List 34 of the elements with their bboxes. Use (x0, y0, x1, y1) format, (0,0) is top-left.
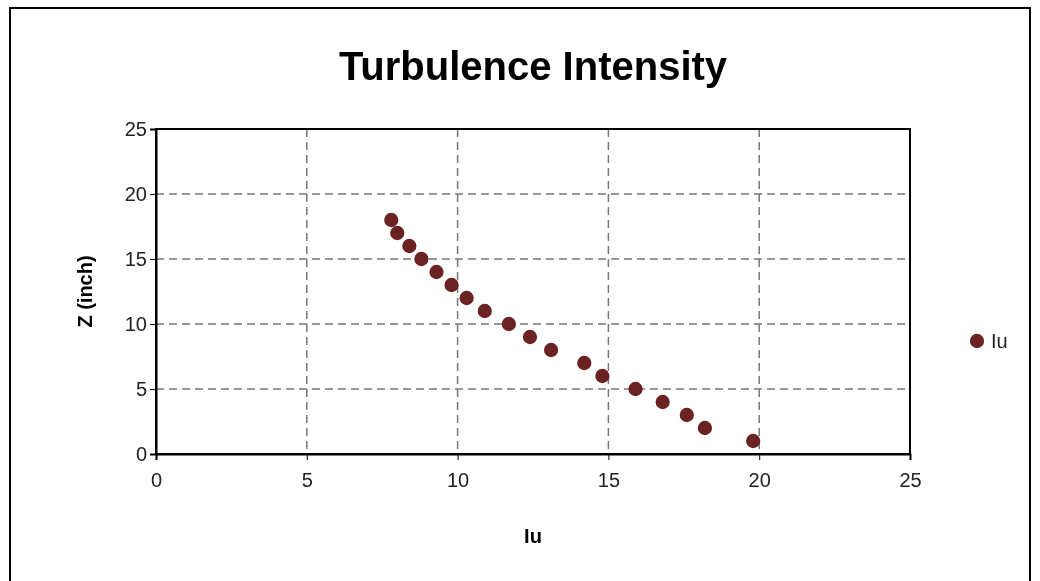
point (679, 407, 694, 423)
point (414, 251, 429, 267)
y-tick-label: 20 (124, 182, 147, 205)
y-tick-label: 0 (135, 442, 147, 465)
point (390, 225, 405, 241)
point (628, 381, 643, 397)
x-tick-label: 15 (597, 469, 621, 491)
point (384, 212, 399, 228)
point (543, 342, 559, 358)
y-tick-label: 25 (124, 117, 147, 140)
point (746, 433, 761, 449)
chart-title: Turbulence Intensity (338, 44, 728, 88)
point (697, 420, 713, 436)
legend-label: Iu (991, 330, 1008, 352)
point (459, 290, 474, 306)
x-tick-label: 5 (301, 469, 313, 491)
point (477, 303, 492, 319)
x-tick-label: 25 (899, 469, 922, 491)
x-tick-label: 0 (150, 469, 163, 491)
x-tick-label: 10 (446, 469, 470, 491)
y-axis-title: Z (inch) (74, 255, 96, 328)
point (655, 394, 670, 410)
point (595, 368, 610, 384)
point (429, 264, 444, 280)
point (501, 316, 517, 332)
x-tick-label: 20 (748, 469, 771, 491)
point (577, 355, 592, 371)
y-tick-label: 10 (124, 312, 147, 335)
y-tick-label: 15 (124, 247, 147, 270)
point (402, 238, 417, 254)
y-tick-label: 5 (135, 377, 147, 400)
x-axis-title: Iu (524, 525, 542, 547)
point (444, 277, 459, 293)
point (522, 329, 538, 345)
